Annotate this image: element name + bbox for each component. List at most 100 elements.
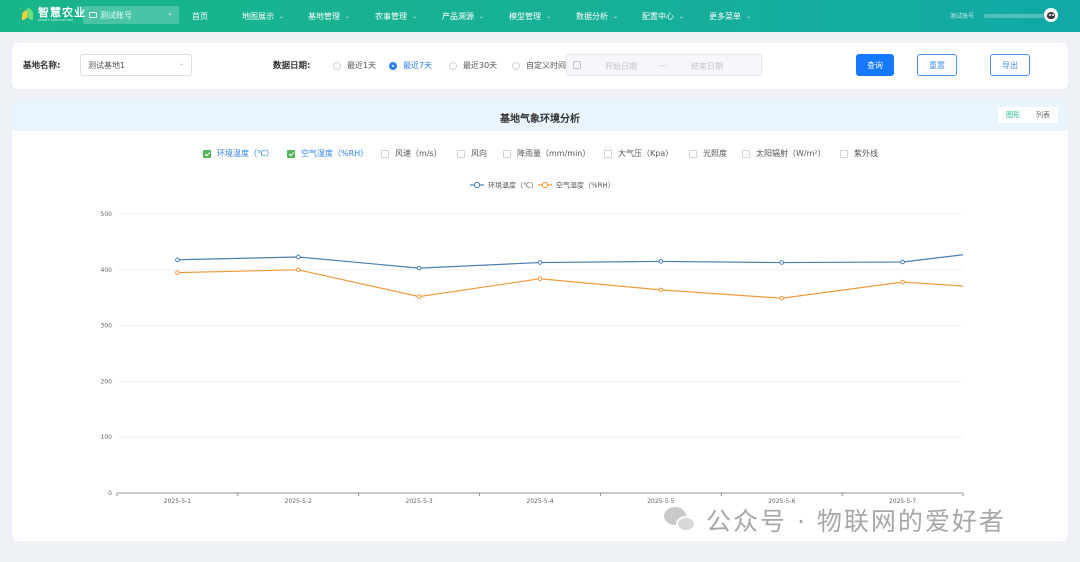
wechat-icon	[664, 505, 698, 535]
metric-checkbox-6[interactable]: 光照度	[689, 148, 727, 159]
radio-dot-icon	[333, 61, 341, 70]
metric-label: 风向	[471, 149, 487, 158]
y-tick-label: 100	[101, 434, 113, 441]
series-line-0	[177, 254, 964, 269]
avatar-eye-right	[1052, 14, 1054, 16]
x-tick-label: 2025-5-3	[406, 498, 433, 505]
nav-item-3[interactable]: 农事管理 ⌄	[375, 11, 417, 22]
user-info[interactable]: 测试账号	[950, 11, 1045, 20]
watermark: 公众号 · 物联网的爱好者	[664, 502, 1006, 538]
x-tick-label: 2025-5-5	[647, 498, 674, 505]
range-radio-label: 最近1天	[347, 61, 377, 70]
range-radio-3[interactable]: 自定义时间	[512, 60, 566, 71]
panel-header: 基地气象环境分析 图形 列表	[12, 101, 1068, 131]
chevron-down-icon: ⌄	[167, 9, 173, 17]
chevron-down-icon: ⌄	[479, 13, 485, 20]
nav-item-6[interactable]: 数据分析 ⌄	[576, 11, 618, 22]
nav-item-1[interactable]: 地图展示 ⌄	[242, 11, 284, 22]
nav-item-label: 更多菜单	[709, 12, 741, 21]
y-tick-label: 300	[101, 323, 113, 330]
chevron-down-icon: ⌄	[345, 13, 351, 20]
checkbox-icon	[287, 149, 295, 158]
weather-line-chart: 0 100 200 300 400 500 2025-5-1 2025-5-2 2025-5-3…	[101, 181, 964, 505]
x-tick-label: 2025-5-7	[889, 498, 916, 505]
checkbox-icon	[604, 149, 612, 158]
account-label: 测试账号	[100, 10, 132, 20]
top-navbar: 智慧农业 SMART AGRICULTURE 测试账号 ⌄ 首页 地图展示 ⌄ 基地管…	[0, 0, 1080, 32]
range-radio-label: 最近30天	[463, 61, 498, 70]
view-list-tab[interactable]: 列表	[1036, 111, 1050, 119]
series-point-1	[537, 276, 543, 282]
range-separator: —	[659, 61, 667, 70]
range-radio-0[interactable]: 最近1天	[333, 60, 376, 71]
metric-checkbox-7[interactable]: 太阳辐射（W/m²）	[742, 148, 826, 159]
y-tick-label: 500	[101, 211, 113, 218]
start-date-input[interactable]: 开始日期	[605, 62, 637, 71]
metric-checkbox-5[interactable]: 大气压（Kpa）	[604, 148, 673, 159]
leaf-logo-icon	[22, 7, 34, 22]
export-button[interactable]: 导出	[990, 54, 1030, 76]
end-date-input[interactable]: 结束日期	[691, 62, 723, 71]
nav-item-label: 基地管理	[308, 12, 340, 21]
series-point-1	[295, 267, 301, 273]
checkbox-icon	[381, 149, 389, 158]
reset-button[interactable]: 重置	[917, 54, 957, 76]
nav-item-4[interactable]: 产品溯源 ⌄	[442, 11, 484, 22]
nav-item-2[interactable]: 基地管理 ⌄	[308, 11, 350, 22]
nav-item-label: 配置中心	[642, 12, 674, 21]
nav-item-7[interactable]: 配置中心 ⌄	[642, 11, 684, 22]
y-tick-label: 400	[101, 267, 113, 274]
nav-item-5[interactable]: 模型管理 ⌄	[509, 11, 551, 22]
series-point-0	[175, 257, 180, 263]
nav-item-0[interactable]: 首页	[192, 11, 208, 22]
range-radio-1[interactable]: 最近7天	[389, 60, 432, 71]
series-point-0	[537, 260, 543, 265]
series-point-1	[900, 279, 905, 285]
series-point-0	[416, 265, 422, 271]
metric-checkbox-1[interactable]: 空气湿度（%RH）	[287, 148, 368, 159]
base-name-label: 基地名称:	[23, 61, 61, 71]
metric-label: 太阳辐射（W/m²）	[756, 149, 826, 158]
metric-checkboxes: 环境温度（℃） 空气湿度（%RH） 风速（m/s） 风向 降雨量（mm/min） 大气压（…	[12, 148, 1068, 160]
x-tick-label: 2025-5-6	[768, 498, 795, 505]
series-point-0	[295, 254, 301, 260]
chevron-down-icon: ⌄	[746, 13, 752, 20]
metric-label: 空气湿度（%RH）	[301, 149, 369, 158]
series-point-1	[658, 287, 664, 293]
avatar[interactable]	[1044, 8, 1058, 22]
metric-label: 环境温度（℃）	[217, 149, 274, 158]
metric-label: 光照度	[703, 149, 727, 158]
brand-logo[interactable]: 智慧农业 SMART AGRICULTURE	[22, 7, 86, 22]
x-tick-label: 2025-5-1	[164, 498, 191, 505]
series-point-0	[658, 259, 664, 264]
nav-item-8[interactable]: 更多菜单 ⌄	[709, 11, 751, 22]
metric-checkbox-4[interactable]: 降雨量（mm/min）	[503, 148, 590, 159]
base-select[interactable]: 测试基地1 ⌄	[80, 54, 192, 76]
nav-item-label: 农事管理	[375, 12, 407, 21]
date-label: 数据日期:	[273, 61, 311, 71]
date-range-picker[interactable]: 开始日期 — 结束日期	[566, 54, 762, 76]
chevron-down-icon: ⌄	[546, 13, 552, 20]
metric-checkbox-8[interactable]: 紫外线	[840, 148, 878, 159]
view-chart-tab[interactable]: 图形	[1006, 111, 1020, 119]
checkbox-icon	[503, 149, 511, 158]
nav-item-label: 地图展示	[242, 12, 274, 21]
chevron-down-icon: ⌄	[679, 13, 685, 20]
query-button[interactable]: 查询	[856, 54, 894, 76]
metric-checkbox-3[interactable]: 风向	[457, 148, 487, 159]
series-point-0	[779, 260, 785, 265]
y-tick-label: 0	[108, 490, 112, 497]
chevron-down-icon: ⌄	[613, 13, 619, 20]
metric-label: 降雨量（mm/min）	[517, 149, 591, 158]
brand-name: 智慧农业	[38, 6, 86, 19]
chevron-down-icon: ⌄	[178, 60, 184, 67]
metric-label: 大气压（Kpa）	[618, 149, 674, 158]
account-switcher[interactable]: 测试账号 ⌄	[83, 6, 179, 24]
series-point-0	[900, 259, 905, 265]
metric-checkbox-0[interactable]: 环境温度（℃）	[203, 148, 274, 159]
radio-dot-icon	[512, 61, 520, 70]
metric-checkbox-2[interactable]: 风速（m/s）	[381, 148, 442, 159]
checkbox-icon	[689, 149, 697, 158]
x-tick-label: 2025-5-2	[285, 498, 312, 505]
range-radio-2[interactable]: 最近30天	[449, 60, 497, 71]
